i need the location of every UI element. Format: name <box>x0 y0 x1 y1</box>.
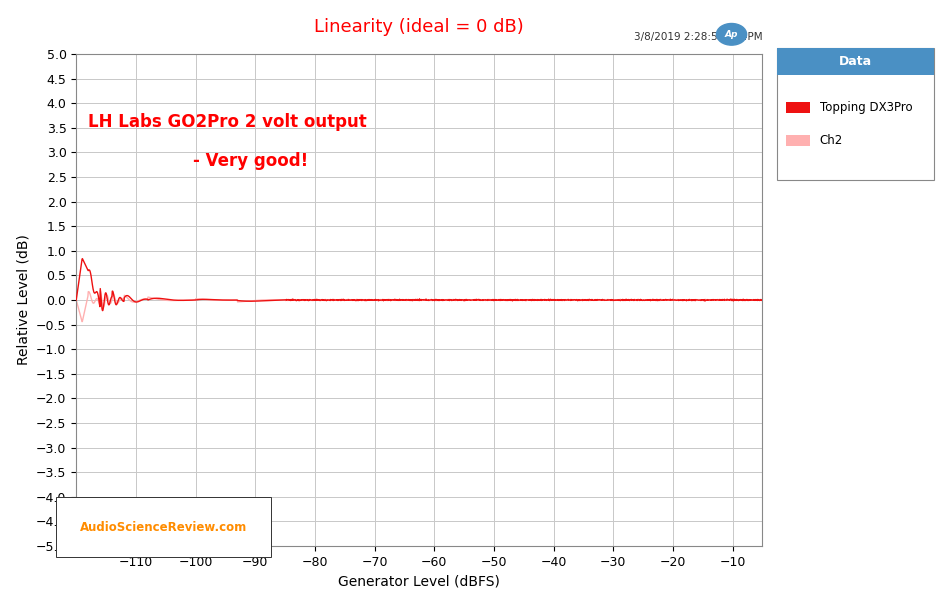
Y-axis label: Relative Level (dB): Relative Level (dB) <box>16 235 30 365</box>
X-axis label: Generator Level (dBFS): Generator Level (dBFS) <box>338 574 500 588</box>
Text: Ap: Ap <box>724 30 738 39</box>
Text: Ch2: Ch2 <box>819 134 842 147</box>
Text: Data: Data <box>838 55 871 68</box>
Text: - Very good!: - Very good! <box>147 152 307 170</box>
Text: Linearity (ideal = 0 dB): Linearity (ideal = 0 dB) <box>314 18 524 36</box>
Text: AudioScienceReview.com: AudioScienceReview.com <box>80 521 247 534</box>
Text: Topping DX3Pro: Topping DX3Pro <box>819 101 911 114</box>
Text: LH Labs GO2Pro 2 volt output: LH Labs GO2Pro 2 volt output <box>88 113 367 131</box>
Circle shape <box>716 23 745 45</box>
Text: 3/8/2019 2:28:53.444PM: 3/8/2019 2:28:53.444PM <box>633 32 762 42</box>
